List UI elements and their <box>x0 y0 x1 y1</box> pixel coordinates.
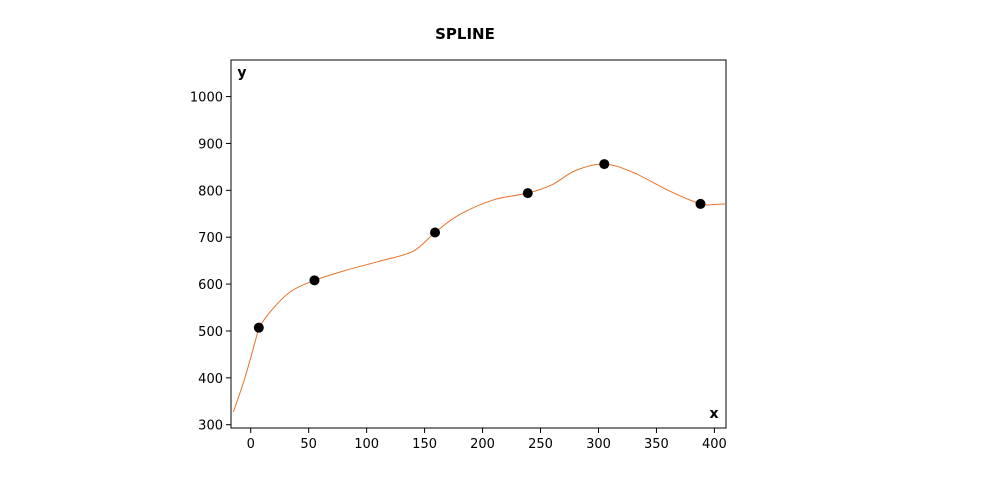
y-tick-label: 900 <box>198 137 223 152</box>
x-tick-label: 200 <box>470 437 495 452</box>
y-tick-label: 400 <box>198 372 223 387</box>
x-tick-label: 250 <box>528 437 553 452</box>
x-tick-label: 350 <box>644 437 669 452</box>
spline-curve <box>232 163 727 413</box>
y-tick-label: 500 <box>198 325 223 340</box>
data-points <box>253 159 706 333</box>
plot-area-frame <box>230 59 727 429</box>
chart-title: SPLINE <box>435 25 495 43</box>
x-axis-label: x <box>709 406 718 422</box>
data-point <box>253 322 264 333</box>
y-tick-label: 1000 <box>190 91 223 106</box>
y-axis-label: y <box>237 65 246 81</box>
data-point <box>309 275 320 286</box>
y-tick-label: 700 <box>198 231 223 246</box>
x-tick-label: 100 <box>354 437 379 452</box>
x-tick-label: 0 <box>247 437 255 452</box>
x-axis-ticks: 0 50 100 150 200 250 300 350 400 <box>247 428 727 452</box>
y-tick-label: 600 <box>198 278 223 293</box>
x-tick-label: 300 <box>586 437 611 452</box>
y-axis-ticks: 300 400 500 600 700 800 900 1000 <box>190 91 231 434</box>
data-point <box>695 198 706 209</box>
data-point <box>430 227 441 238</box>
data-point <box>599 159 610 170</box>
x-tick-label: 400 <box>702 437 727 452</box>
y-tick-label: 800 <box>198 184 223 199</box>
y-tick-label: 300 <box>198 419 223 434</box>
x-tick-label: 50 <box>300 437 317 452</box>
data-point <box>522 188 533 199</box>
x-tick-label: 150 <box>412 437 437 452</box>
